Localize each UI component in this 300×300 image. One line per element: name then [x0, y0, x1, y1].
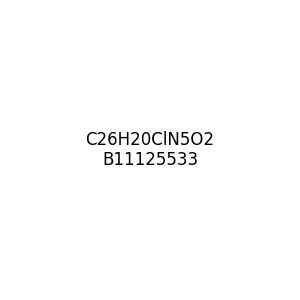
Text: C26H20ClN5O2
B11125533: C26H20ClN5O2 B11125533 [85, 130, 214, 170]
